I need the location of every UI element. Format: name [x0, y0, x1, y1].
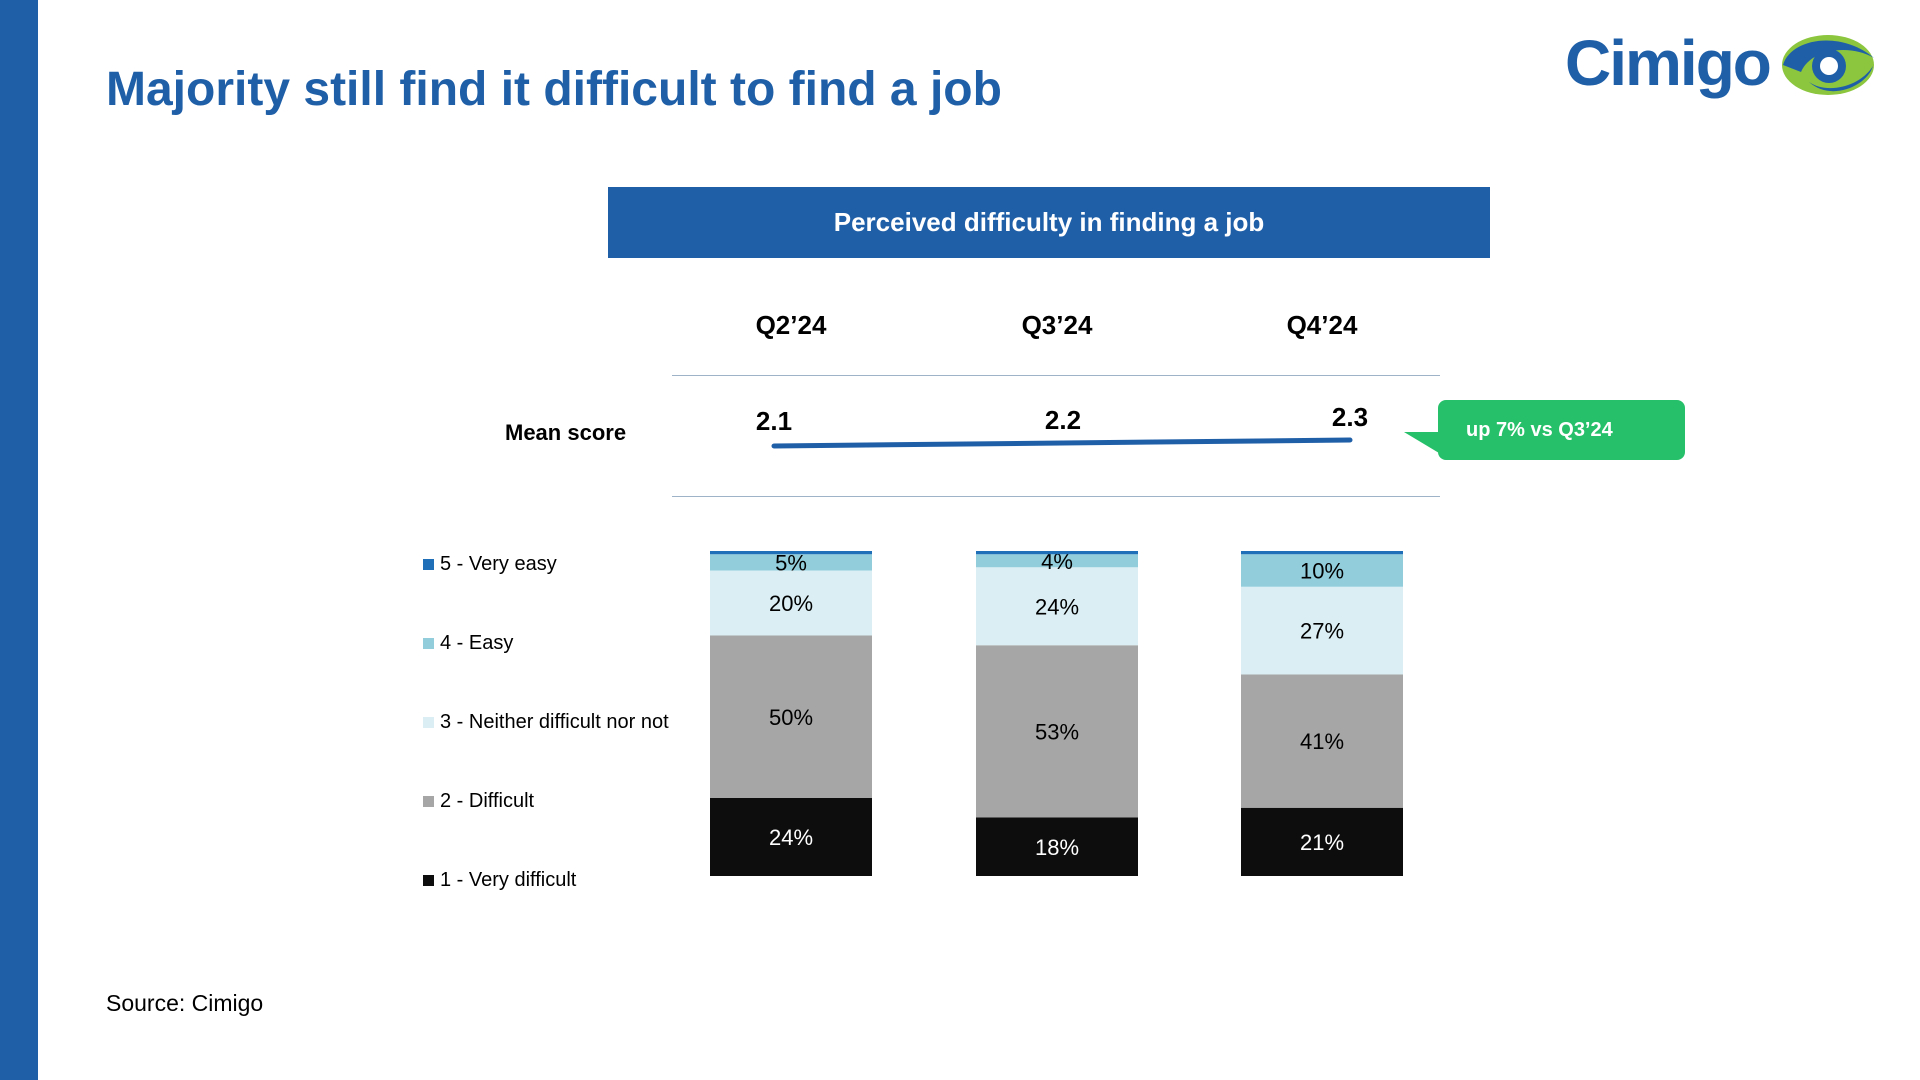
legend-label-very-difficult: 1 - Very difficult — [440, 869, 577, 891]
divider-bottom — [672, 496, 1440, 497]
legend-very-easy: 5 - Very easy — [423, 553, 557, 576]
bar-segment-4-1 — [710, 554, 872, 571]
legend-label-very-easy: 5 - Very easy — [440, 553, 557, 575]
bar-segment-5-3 — [1241, 551, 1403, 555]
data-label-3-3: 27% — [1300, 619, 1344, 644]
cimigo-logo: Cimigo — [1565, 22, 1895, 110]
mean-score-q4: 2.3 — [1331, 402, 1369, 432]
bar-segment-3-3 — [1241, 586, 1403, 675]
bar-segment-1-2 — [976, 817, 1138, 876]
bar-segment-1-3 — [1241, 807, 1403, 876]
bar-segment-2-3 — [1241, 674, 1403, 808]
period-label-q2: Q2’24 — [755, 310, 827, 340]
data-label-4-3: 10% — [1300, 559, 1344, 584]
logo-text: Cimigo — [1565, 27, 1772, 99]
legend-swatch-difficult — [423, 796, 434, 807]
legend-label-difficult: 2 - Difficult — [440, 790, 535, 812]
legend-difficult: 2 - Difficult — [423, 790, 534, 813]
logo-eye-icon — [1782, 35, 1874, 95]
data-label-1-2: 18% — [1035, 835, 1079, 860]
legend-very-difficult: 1 - Very difficult — [423, 869, 576, 892]
data-label-2-3: 41% — [1300, 729, 1344, 754]
change-callout: up 7% vs Q3’24 — [1438, 400, 1685, 460]
data-label-1-1: 24% — [769, 825, 813, 850]
bar-segment-4-2 — [976, 554, 1138, 568]
data-label-3-1: 20% — [769, 591, 813, 616]
data-label-4-1: 5% — [775, 550, 807, 575]
source-note: Source: Cimigo — [106, 990, 264, 1016]
bar-segment-5-2 — [976, 551, 1138, 555]
divider-top — [672, 375, 1440, 376]
bar-segment-5-1 — [710, 551, 872, 555]
legend-swatch-very-difficult — [423, 875, 434, 886]
legend-label-easy: 4 - Easy — [440, 632, 514, 654]
page-title: Majority still find it difficult to find… — [106, 63, 1002, 116]
bar-segment-3-2 — [976, 567, 1138, 646]
callout-pointer — [1404, 432, 1444, 456]
mean-score-label: Mean score — [505, 420, 627, 445]
data-label-2-2: 53% — [1035, 719, 1079, 744]
legend-easy: 4 - Easy — [423, 632, 513, 655]
mean-score-q3: 2.2 — [1044, 405, 1082, 435]
chart-title: Perceived difficulty in finding a job — [608, 187, 1490, 258]
period-label-q3: Q3’24 — [1021, 310, 1093, 340]
mean-score-q2: 2.1 — [755, 406, 793, 436]
bar-segment-2-1 — [710, 635, 872, 798]
period-label-q4: Q4’24 — [1286, 310, 1358, 340]
data-label-1-3: 21% — [1300, 830, 1344, 855]
bar-segment-1-1 — [710, 798, 872, 876]
data-label-3-2: 24% — [1035, 594, 1079, 619]
bar-segment-4-3 — [1241, 554, 1403, 587]
legend-swatch-easy — [423, 638, 434, 649]
bar-segment-3-1 — [710, 570, 872, 636]
left-accent-bar — [0, 0, 38, 1080]
legend-label-neither: 3 - Neither difficult nor not — [440, 711, 669, 733]
legend-swatch-very-easy — [423, 559, 434, 570]
bar-segment-2-2 — [976, 645, 1138, 818]
legend-swatch-neither — [423, 717, 434, 728]
data-label-2-1: 50% — [769, 705, 813, 730]
legend-neither: 3 - Neither difficult nor not — [423, 711, 669, 734]
